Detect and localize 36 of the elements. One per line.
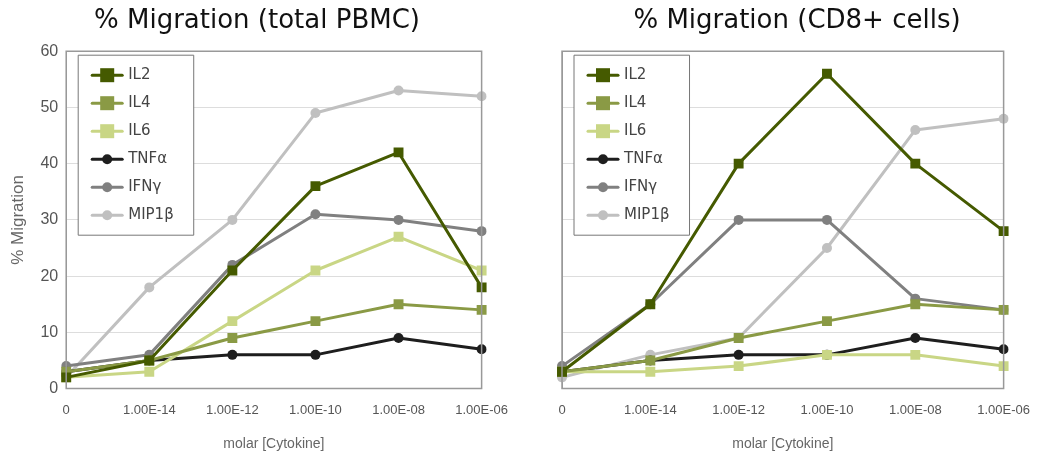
x-tick-label: 1.00E-14 [623,401,677,417]
legend-label: IL2 [624,65,647,84]
x-tick-label: 1.00E-08 [888,401,942,417]
legend-label: IL4 [624,93,647,112]
x-tick-label: 1.00E-08 [372,401,425,417]
x-tick-label: 1.00E-10 [800,401,854,417]
y-tick-label: 40 [40,154,59,172]
x-axis-title: molar [Cytokine] [223,435,325,452]
legend-label: IFNγ [128,177,162,196]
legend-label: MIP1β [128,205,174,224]
y-tick-label: 0 [49,379,59,397]
y-tick-label: 60 [40,41,59,59]
y-tick-label: 50 [40,97,59,115]
x-tick-label: 0 [62,401,70,417]
legend-label: IFNγ [624,177,658,196]
legend-label: IL4 [128,93,151,112]
legend-label: TNFα [127,149,168,168]
legend-label: IL6 [624,121,647,140]
x-tick-label: 1.00E-14 [122,401,176,417]
chart-title: % Migration (total PBMC) [94,4,420,35]
legend-label: IL6 [128,121,151,140]
legend-label: TNFα [623,149,664,168]
y-tick-label: 30 [40,210,59,228]
legend-label: MIP1β [624,205,670,224]
x-tick-label: 1.00E-12 [712,401,766,417]
x-tick-label: 1.00E-12 [205,401,259,417]
legend-label: IL2 [128,65,151,84]
x-tick-label: 1.00E-06 [977,401,1030,417]
x-tick-label: 1.00E-10 [289,401,342,417]
y-axis-title: % Migration [7,175,27,265]
x-tick-label: 1.00E-06 [455,401,508,417]
x-tick-label: 0 [558,401,566,417]
chart-title: % Migration (CD8+ cells) [633,4,961,35]
y-tick-label: 20 [40,266,59,284]
y-tick-label: 10 [40,322,59,340]
x-axis-title: molar [Cytokine] [732,435,834,452]
